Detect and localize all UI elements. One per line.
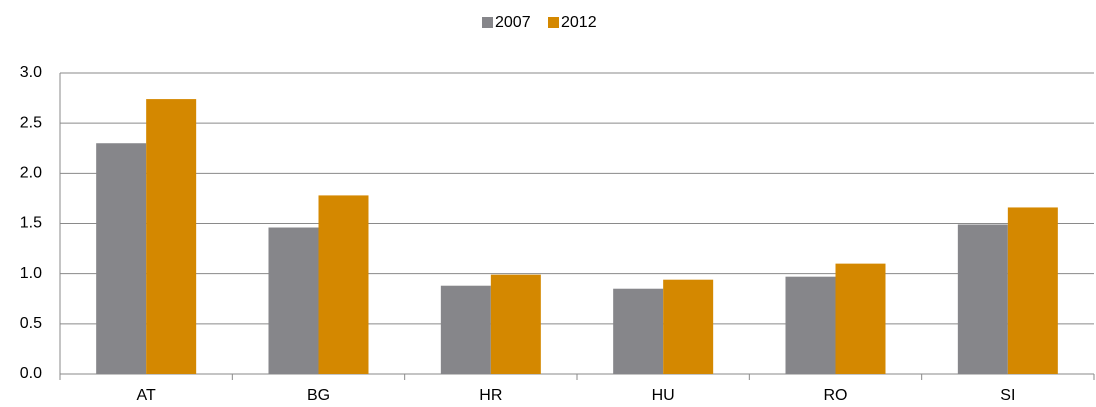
legend-label: 2012 [561, 14, 597, 31]
bar [835, 263, 886, 374]
y-tick-label: 1.5 [20, 215, 42, 232]
y-tick-label: 3.0 [20, 64, 42, 81]
bar [957, 224, 1008, 374]
x-tick-label: BG [307, 387, 330, 404]
x-tick-label: RO [824, 387, 848, 404]
x-tick-label: HU [652, 387, 675, 404]
bar [785, 276, 836, 374]
y-tick-label: 2.5 [20, 114, 42, 131]
bar [1007, 207, 1058, 374]
bar [318, 195, 369, 374]
y-tick-label: 0.5 [20, 315, 42, 332]
bar [613, 288, 664, 374]
bar [268, 227, 319, 374]
bar [146, 99, 197, 374]
legend-label: 2007 [495, 14, 531, 31]
y-tick-label: 0.0 [20, 365, 42, 382]
bar [96, 143, 147, 374]
bar [663, 279, 714, 374]
y-tick-label: 2.0 [20, 165, 42, 182]
x-tick-label: SI [1000, 387, 1015, 404]
bar [440, 285, 491, 374]
y-tick-label: 1.0 [20, 265, 42, 282]
x-tick-label: AT [137, 387, 156, 404]
legend-swatch [482, 17, 493, 28]
x-tick-label: HR [479, 387, 502, 404]
bar [490, 274, 541, 374]
legend-swatch [548, 17, 559, 28]
